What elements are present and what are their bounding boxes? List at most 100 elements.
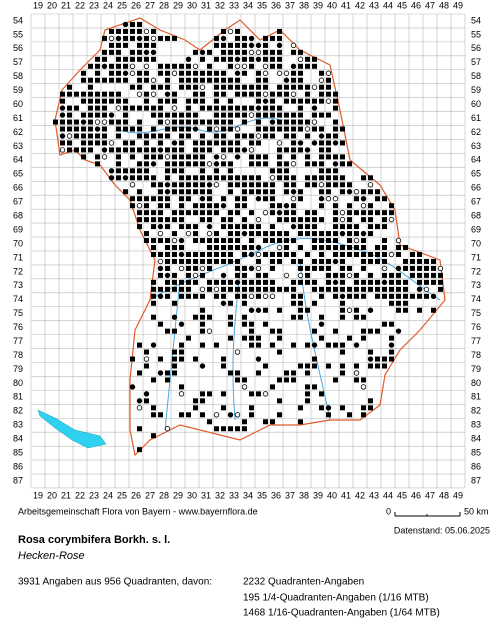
square-dot <box>417 293 422 299</box>
square-dot <box>270 265 275 271</box>
square-dot <box>144 154 149 160</box>
square-dot <box>249 140 254 146</box>
square-dot <box>95 77 100 83</box>
x-label: 28 <box>159 490 169 500</box>
square-dot <box>144 35 149 41</box>
circle-dot <box>262 63 269 69</box>
circle-dot <box>339 216 346 223</box>
square-dot <box>361 265 366 271</box>
square-dot <box>144 161 149 167</box>
square-dot <box>130 356 135 362</box>
square-dot <box>95 112 100 118</box>
circle-dot <box>143 28 150 35</box>
circle-dot <box>150 77 157 83</box>
square-dot <box>60 126 65 132</box>
square-dot <box>228 175 233 181</box>
square-dot <box>200 258 205 264</box>
x-label: 26 <box>131 0 141 10</box>
y-label: 71 <box>471 252 481 262</box>
square-dot <box>228 210 233 216</box>
square-dot <box>375 196 380 202</box>
square-dot <box>319 286 324 292</box>
square-dot <box>158 63 163 69</box>
square-dot <box>200 251 205 257</box>
circle-dot <box>129 63 136 69</box>
square-dot <box>221 112 226 118</box>
square-dot <box>228 258 233 264</box>
square-dot <box>340 279 345 285</box>
circle-dot <box>164 426 171 432</box>
square-dot <box>116 133 121 139</box>
river <box>119 117 281 134</box>
square-dot <box>221 251 226 257</box>
square-dot <box>235 140 240 146</box>
square-dot <box>368 363 373 369</box>
square-dot <box>291 84 296 90</box>
square-dot <box>60 98 65 104</box>
square-dot <box>130 154 135 160</box>
square-dot <box>109 98 114 104</box>
square-dot <box>277 328 282 334</box>
title: Rosa corymbifera Borkh. s. l. <box>18 534 170 546</box>
circle-dot <box>318 133 325 139</box>
square-dot <box>200 70 205 76</box>
square-dot <box>207 203 212 209</box>
square-dot <box>172 363 177 369</box>
circle-dot <box>276 70 283 76</box>
square-dot <box>207 314 212 320</box>
square-dot <box>221 126 226 132</box>
square-dot <box>116 98 121 104</box>
square-dot <box>284 217 289 223</box>
square-dot <box>284 189 289 195</box>
square-dot <box>193 231 198 237</box>
square-dot <box>200 91 205 97</box>
square-dot <box>410 272 415 278</box>
square-dot <box>102 77 107 83</box>
square-dot <box>249 210 254 216</box>
square-dot <box>340 300 345 306</box>
square-dot <box>382 196 387 202</box>
circle-dot <box>283 77 290 83</box>
circle-dot <box>213 182 220 188</box>
stat: 2232 Quadranten-Angaben <box>243 577 364 588</box>
circle-dot <box>164 189 171 195</box>
y-label: 86 <box>471 461 481 471</box>
x-label: 46 <box>411 0 421 10</box>
square-dot <box>382 238 387 244</box>
square-dot <box>158 217 163 223</box>
circle-dot <box>325 70 332 76</box>
square-dot <box>270 279 275 285</box>
square-dot <box>319 70 324 76</box>
square-dot <box>333 224 338 230</box>
square-dot <box>312 245 317 251</box>
square-dot <box>242 251 247 257</box>
circle-dot <box>262 209 269 216</box>
square-dot <box>312 182 317 188</box>
square-dot <box>291 314 296 320</box>
square-dot <box>228 84 233 90</box>
square-dot <box>116 161 121 167</box>
square-dot <box>123 35 128 41</box>
square-dot <box>130 28 135 34</box>
square-dot <box>326 245 331 251</box>
circle-dot <box>129 182 136 188</box>
square-dot <box>277 126 282 132</box>
circle-dot <box>129 70 136 76</box>
y-label: 85 <box>13 447 23 457</box>
x-label: 22 <box>75 490 85 500</box>
circle-dot <box>318 182 325 188</box>
square-dot <box>158 356 163 362</box>
circle-dot <box>164 154 171 160</box>
square-dot <box>137 224 142 230</box>
square-dot <box>74 147 79 153</box>
square-dot <box>249 286 254 292</box>
square-dot <box>291 140 296 146</box>
square-dot <box>200 147 205 153</box>
square-dot <box>270 133 275 139</box>
square-dot <box>186 154 191 160</box>
x-label: 49 <box>453 0 463 10</box>
square-dot <box>270 384 275 390</box>
square-dot <box>396 251 401 257</box>
square-dot <box>361 189 366 195</box>
square-dot <box>263 251 268 257</box>
